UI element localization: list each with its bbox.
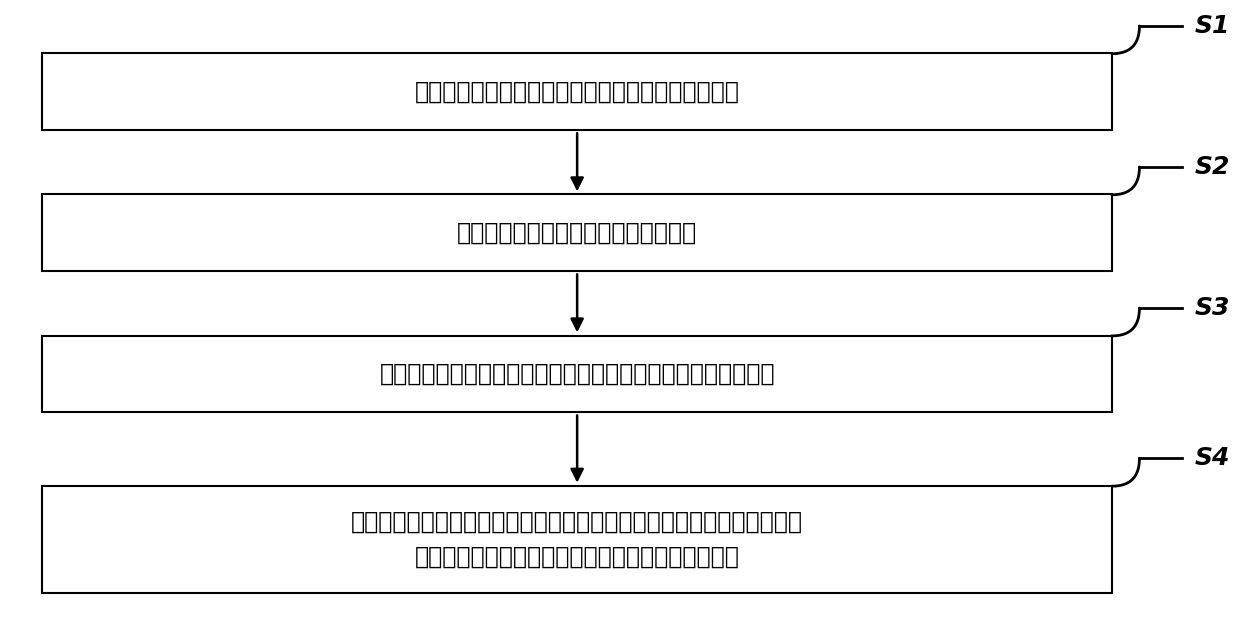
- FancyBboxPatch shape: [42, 194, 1111, 271]
- Text: 基于每个单元两侧的面电流密度，使用复镜像法计算分区分层土壤中任意
位置的电场，确定分区分层土壤中地中电流场的分布: 基于每个单元两侧的面电流密度，使用复镜像法计算分区分层土壤中任意 位置的电场，确…: [351, 510, 803, 569]
- FancyBboxPatch shape: [42, 335, 1111, 412]
- Text: 将分区分层土壤中相邻区域的分界面剖分成多个单元: 将分区分层土壤中相邻区域的分界面剖分成多个单元: [415, 80, 740, 104]
- FancyBboxPatch shape: [42, 53, 1111, 130]
- Text: 在每个单元的两侧分别引入一个面电流: 在每个单元的两侧分别引入一个面电流: [457, 221, 698, 245]
- Text: S3: S3: [1194, 296, 1229, 320]
- Text: S1: S1: [1194, 14, 1229, 38]
- Text: S4: S4: [1194, 446, 1229, 470]
- Text: S2: S2: [1194, 155, 1229, 179]
- Text: 根据电磁场边界条件建立方程，计算每个单元两侧的面电流密度: 根据电磁场边界条件建立方程，计算每个单元两侧的面电流密度: [379, 362, 774, 386]
- FancyBboxPatch shape: [42, 486, 1111, 593]
